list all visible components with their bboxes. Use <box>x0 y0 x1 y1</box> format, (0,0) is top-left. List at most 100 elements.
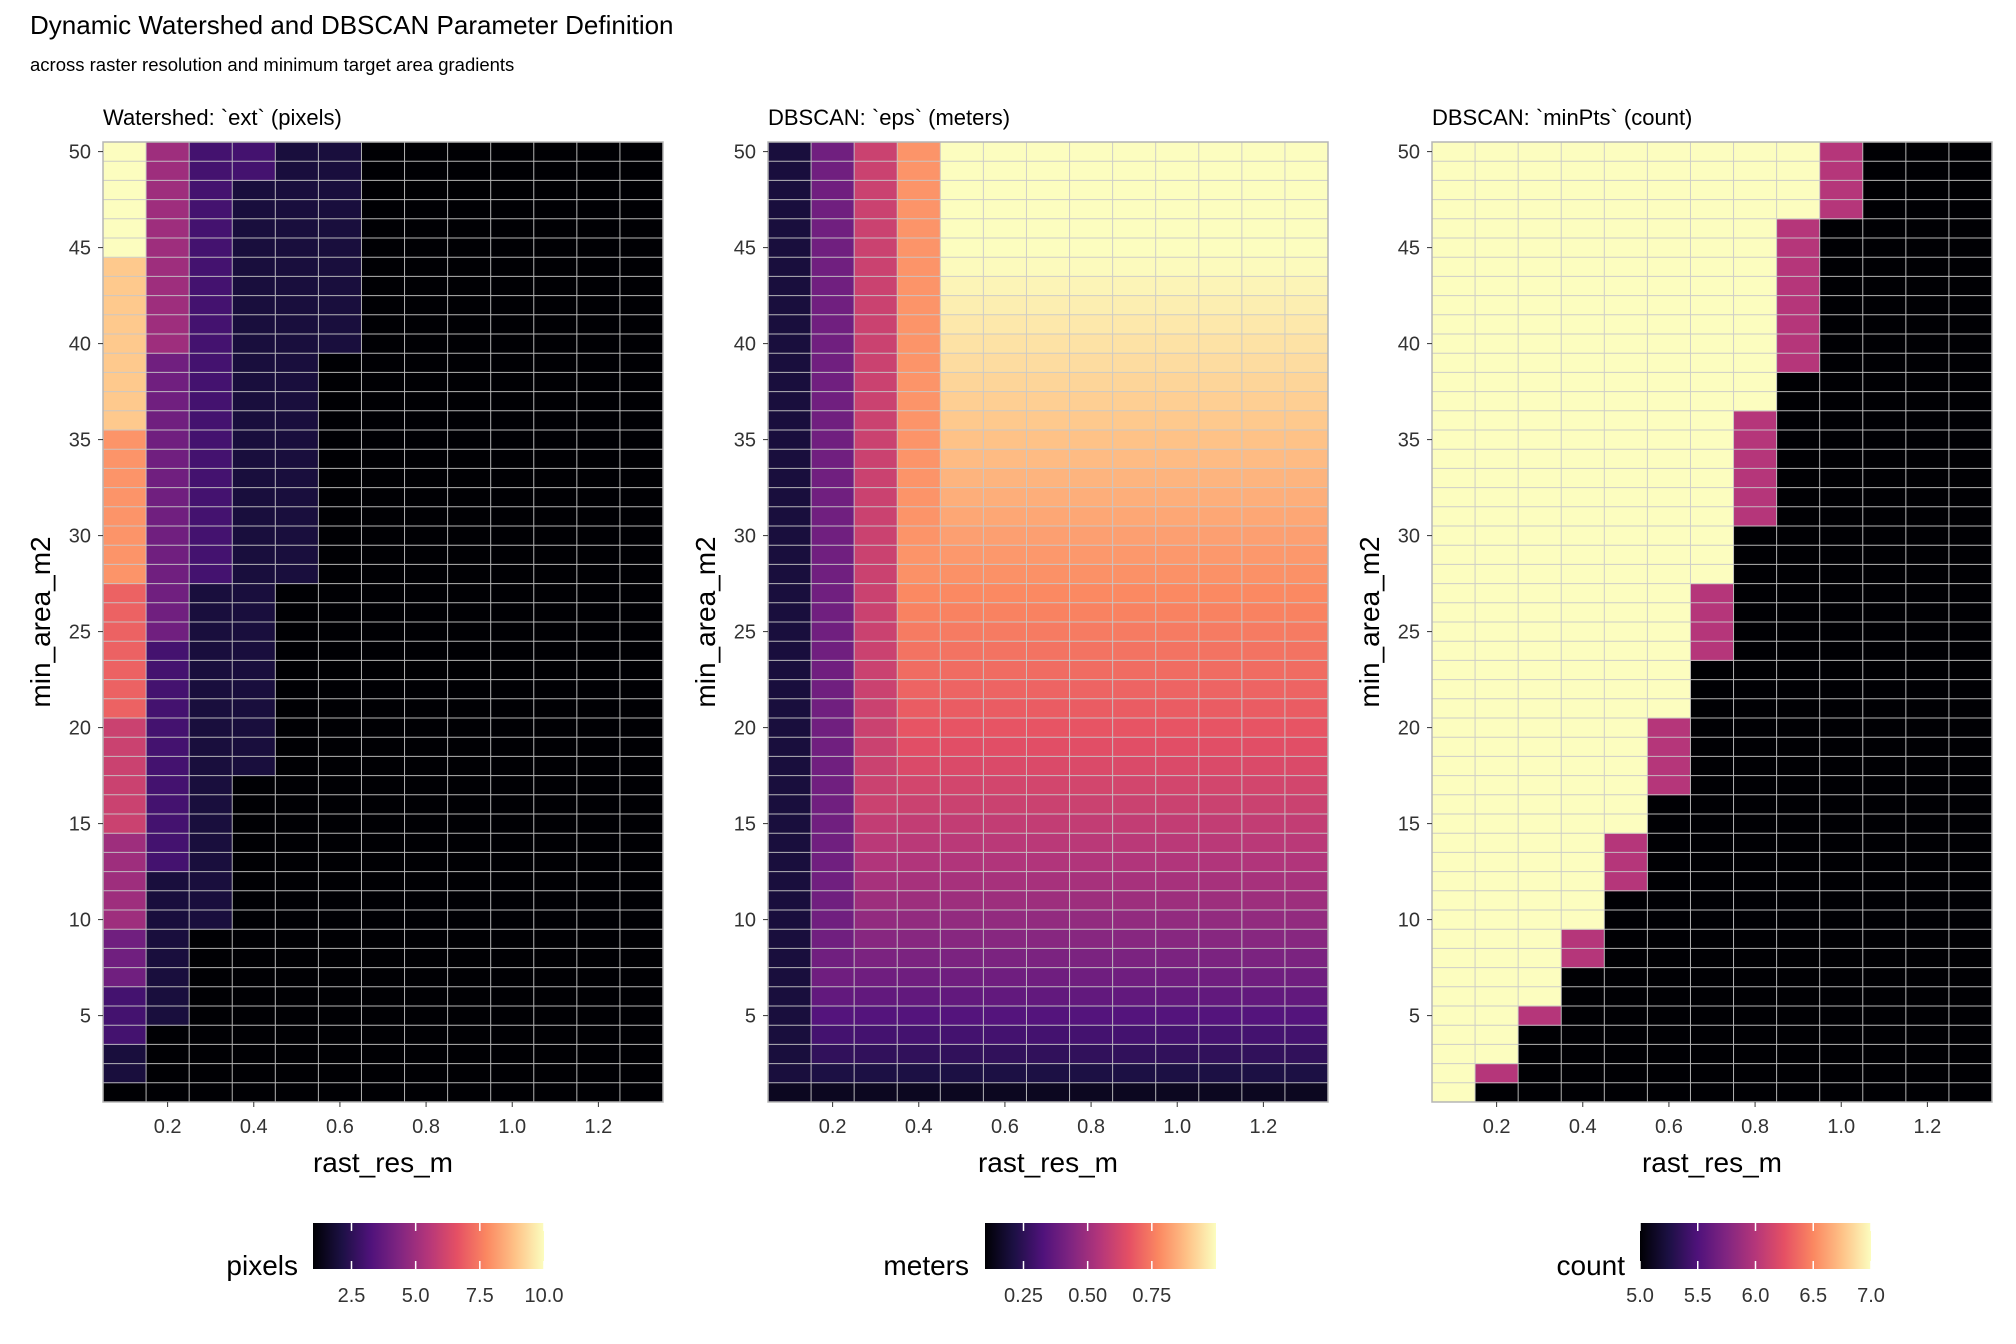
heatmap-cell <box>1819 948 1864 969</box>
heatmap-cell <box>318 756 362 777</box>
heatmap-cell <box>1284 852 1329 873</box>
heatmap-cell <box>1241 238 1286 258</box>
heatmap-cell <box>404 468 449 489</box>
heatmap-cell <box>1604 814 1648 834</box>
heatmap-cell <box>1198 545 1243 565</box>
chart-subtitle: across raster resolution and minimum tar… <box>30 54 515 75</box>
heatmap-cell <box>318 449 362 469</box>
heatmap-cell <box>811 852 855 873</box>
heatmap-cell <box>318 372 362 393</box>
heatmap-cell <box>1862 410 1907 431</box>
heatmap-cell <box>1733 372 1778 393</box>
heatmap-cell <box>490 583 535 604</box>
heatmap-cell <box>447 161 492 181</box>
heatmap-cell <box>1112 641 1157 661</box>
heatmap-cell <box>1069 410 1114 431</box>
heatmap-panel-1: Watershed: `ext` (pixels)510152025303540… <box>25 105 664 1307</box>
heatmap-cell <box>1819 487 1864 508</box>
heatmap-cell <box>1561 948 1605 969</box>
heatmap-cell <box>1690 737 1735 757</box>
y-tick-label: 50 <box>1398 142 1420 164</box>
heatmap-cell <box>1561 967 1605 988</box>
heatmap-cell <box>1733 295 1778 316</box>
heatmap-cell <box>1284 871 1329 892</box>
heatmap-cell <box>1862 564 1907 585</box>
heatmap-cell <box>897 890 941 911</box>
heatmap-cell <box>811 1063 855 1084</box>
heatmap-cell <box>940 890 984 911</box>
heatmap-cell <box>940 218 984 239</box>
y-tick-label: 40 <box>734 334 756 356</box>
heatmap-cell <box>1647 218 1691 239</box>
heatmap-cell <box>854 910 898 930</box>
heatmap-cell <box>1475 468 1519 489</box>
heatmap-cell <box>1561 353 1605 373</box>
heatmap-cell <box>1112 737 1157 757</box>
heatmap-cell <box>1733 334 1778 354</box>
heatmap-cell <box>768 1025 812 1045</box>
heatmap-cell <box>1432 449 1476 469</box>
heatmap-cell <box>1776 353 1821 373</box>
heatmap-cell <box>1241 142 1286 162</box>
heatmap-cell <box>1069 737 1114 757</box>
heatmap-cell <box>1026 698 1071 719</box>
heatmap-cell <box>1604 641 1648 661</box>
heatmap-cell <box>275 756 319 777</box>
heatmap-cell <box>768 698 812 719</box>
heatmap-cell <box>1112 238 1157 258</box>
heatmap-cell <box>490 1044 535 1065</box>
heatmap-cell <box>1475 890 1519 911</box>
heatmap-cell <box>1155 660 1200 681</box>
heatmap-cell <box>1905 1025 1950 1045</box>
heatmap-cell <box>619 890 664 911</box>
heatmap-cell <box>1112 718 1157 738</box>
heatmap-cell <box>275 314 319 335</box>
heatmap-cell <box>1069 449 1114 469</box>
y-tick-label: 10 <box>734 910 756 932</box>
heatmap-cell <box>1069 679 1114 700</box>
heatmap-cell <box>1284 372 1329 393</box>
heatmap-cell <box>1862 737 1907 757</box>
heatmap-cell <box>1198 986 1243 1007</box>
heatmap-cell <box>811 756 855 777</box>
heatmap-cell <box>103 391 147 412</box>
heatmap-cell <box>619 910 664 930</box>
heatmap-cell <box>1241 948 1286 969</box>
heatmap-cell <box>490 1082 535 1103</box>
heatmap-cell <box>1647 679 1691 700</box>
heatmap-cell <box>1561 545 1605 565</box>
heatmap-cell <box>1112 468 1157 489</box>
heatmap-cell <box>1026 180 1071 201</box>
heatmap-panel-2: DBSCAN: `eps` (meters)510152025303540455… <box>690 105 1329 1307</box>
heatmap-cell <box>232 814 276 834</box>
heatmap-cell <box>1026 929 1071 949</box>
heatmap-cell <box>1733 1063 1778 1084</box>
heatmap-cell <box>1518 833 1562 853</box>
heatmap-cell <box>1905 948 1950 969</box>
heatmap-cell <box>1733 353 1778 373</box>
heatmap-cell <box>318 161 362 181</box>
heatmap-cell <box>1776 660 1821 681</box>
heatmap-cell <box>854 814 898 834</box>
heatmap-cell <box>490 391 535 412</box>
legend-tick-label: 10.0 <box>525 1285 564 1307</box>
heatmap-cell <box>1905 1006 1950 1026</box>
heatmap-cell <box>854 641 898 661</box>
heatmap-cell <box>1776 238 1821 258</box>
heatmap-cell <box>619 833 664 853</box>
chart-title: Dynamic Watershed and DBSCAN Parameter D… <box>30 10 674 40</box>
x-tick-label: 0.2 <box>819 1116 847 1138</box>
heatmap-cell <box>1733 487 1778 508</box>
heatmap-cell <box>1069 468 1114 489</box>
heatmap-cell <box>854 468 898 489</box>
heatmap-cell <box>811 545 855 565</box>
heatmap-cell <box>1432 410 1476 431</box>
heatmap-cell <box>1862 1025 1907 1045</box>
x-tick-label: 1.0 <box>1163 1116 1191 1138</box>
heatmap-cell <box>854 410 898 431</box>
heatmap-cell <box>103 852 147 873</box>
heatmap-cell <box>1604 756 1648 777</box>
heatmap-cell <box>275 814 319 834</box>
heatmap-cell <box>490 660 535 681</box>
heatmap-cell <box>983 641 1027 661</box>
